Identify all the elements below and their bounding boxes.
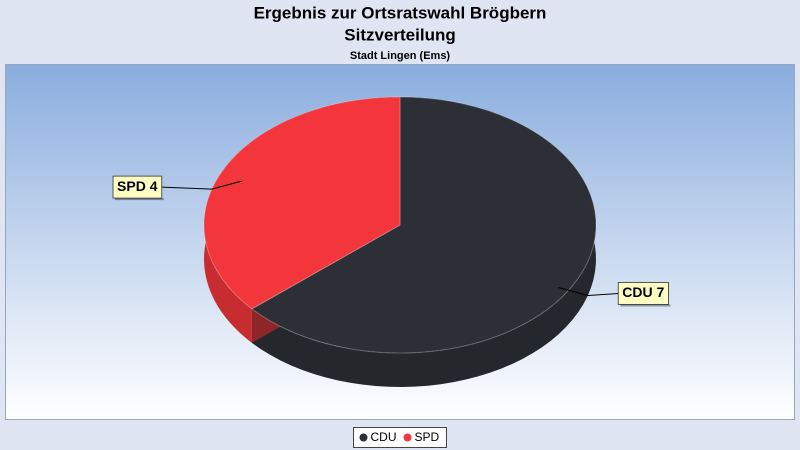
legend-label: CDU <box>370 430 396 444</box>
value-label: SPD 4 <box>117 178 158 194</box>
legend-label: SPD <box>414 430 439 444</box>
leader-line <box>161 180 242 190</box>
slice <box>250 96 597 354</box>
value-label: CDU 7 <box>622 284 664 300</box>
value-label-box <box>617 281 670 305</box>
value-labels: CDU 7 SPD 4 <box>112 175 671 307</box>
legend-box <box>352 427 448 448</box>
value-label-box <box>112 175 163 199</box>
chart-subtitle: Sitzverteilung <box>344 25 455 44</box>
leader-line <box>558 286 619 296</box>
slice <box>203 96 401 310</box>
pie <box>203 96 597 387</box>
value-label-shadow <box>620 304 671 307</box>
slice-side <box>251 97 596 387</box>
legend-marker <box>403 433 412 442</box>
legend: CDU SPD <box>352 427 448 448</box>
legend-marker <box>359 433 368 442</box>
chart-caption: Stadt Lingen (Ems) <box>350 50 451 62</box>
chart-title: Ergebnis zur Ortsratswahl Brögbern <box>254 3 547 22</box>
value-label-shadow <box>115 198 164 201</box>
